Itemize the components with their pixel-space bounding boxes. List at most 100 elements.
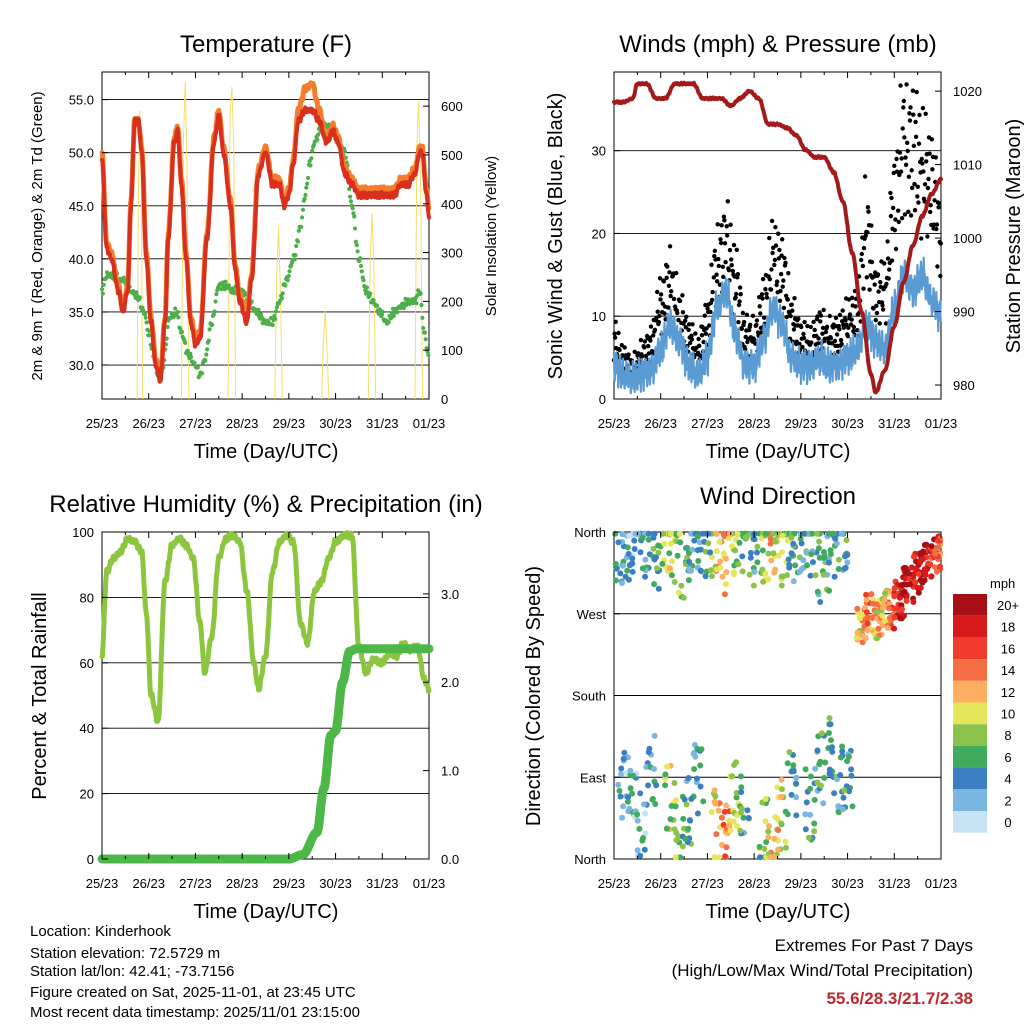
direction-point	[826, 559, 832, 566]
legend-label: 16	[1001, 641, 1015, 656]
gust-point	[805, 323, 810, 329]
x-tick-label: 29/23	[785, 876, 818, 891]
direction-point	[839, 806, 846, 813]
gust-point	[906, 209, 911, 214]
dewpoint-point	[300, 207, 306, 212]
dewpoint-point	[214, 292, 219, 297]
dewpoint-point	[420, 315, 425, 320]
gust-point	[820, 331, 825, 336]
direction-point	[849, 803, 856, 810]
right-tick-label: 2.0	[441, 675, 459, 690]
extremes-values: 55.6/28.3/21.7/2.38	[826, 989, 973, 1008]
gust-point	[843, 318, 848, 323]
gust-point	[750, 313, 756, 318]
gust-point	[821, 307, 826, 313]
legend-label: 0	[1004, 815, 1011, 830]
gust-point	[801, 335, 807, 341]
gust-point	[839, 341, 844, 347]
gust-point	[933, 155, 938, 160]
dewpoint-point	[380, 309, 385, 314]
info-latest: Most recent data timestamp: 2025/11/01 2…	[30, 1004, 360, 1021]
gust-point	[767, 235, 772, 241]
direction-point	[747, 554, 754, 561]
gust-point	[768, 287, 774, 292]
gust-point	[790, 308, 795, 313]
gust-point	[915, 194, 920, 199]
gust-point	[921, 169, 926, 174]
gust-point	[778, 288, 783, 294]
direction-point	[678, 582, 685, 589]
gust-point	[791, 327, 797, 332]
gust-point	[720, 264, 725, 269]
gust-point	[642, 339, 647, 344]
gust-point	[802, 319, 807, 325]
gust-point	[716, 256, 721, 262]
direction-point	[686, 558, 693, 565]
gust-point	[688, 340, 693, 346]
gust-point	[885, 239, 890, 244]
direction-point	[793, 794, 800, 801]
gust-point	[762, 315, 767, 320]
gust-point	[896, 208, 901, 213]
gust-point	[824, 324, 830, 329]
x-tick-label: 25/23	[598, 876, 631, 891]
direction-point	[788, 791, 795, 798]
gust-point	[727, 247, 733, 253]
gust-point	[725, 199, 730, 204]
gust-point	[907, 111, 912, 116]
direction-point	[629, 790, 636, 797]
dewpoint-point	[293, 253, 298, 258]
direction-point	[685, 577, 692, 584]
direction-point	[671, 780, 678, 786]
gust-point	[801, 331, 806, 337]
direction-point	[625, 794, 632, 801]
gust-point	[785, 297, 790, 302]
gust-point	[923, 111, 928, 117]
y-tick-label: 50.0	[69, 146, 94, 161]
y-tick-label: 20	[592, 226, 606, 241]
temperature-y-ticks: 30.0 35.0 40.0 45.0 50.0 55.0	[69, 93, 108, 373]
direction-point	[639, 534, 646, 541]
gust-point	[736, 302, 742, 308]
direction-point	[902, 570, 909, 577]
dewpoint-point	[273, 316, 278, 322]
direction-point	[618, 771, 625, 778]
direction-point	[641, 801, 647, 808]
direction-point	[691, 537, 698, 544]
direction-point	[708, 809, 715, 815]
gust-point	[718, 240, 724, 246]
direction-point	[762, 796, 769, 802]
direction-point	[713, 566, 720, 573]
direction-point	[691, 766, 698, 772]
direction-point	[619, 562, 626, 569]
gust-point	[697, 343, 702, 348]
x-tick-label: 01/23	[925, 416, 958, 431]
direction-point	[669, 558, 676, 565]
dewpoint-point	[355, 249, 360, 254]
direction-point	[705, 540, 712, 547]
direction-point	[915, 571, 922, 577]
gust-point	[902, 135, 907, 140]
direction-point	[774, 816, 781, 822]
gust-point	[897, 172, 902, 178]
gust-point	[883, 321, 889, 326]
y-tick-label: 0	[599, 392, 606, 407]
gust-point	[642, 345, 647, 350]
gust-point	[912, 181, 917, 187]
direction-point	[863, 591, 870, 598]
direction-point	[624, 798, 631, 805]
gust-point	[827, 313, 832, 319]
gust-point	[928, 209, 933, 215]
solar-insolation-line	[274, 228, 283, 400]
gust-point	[612, 331, 617, 336]
direction-point	[667, 540, 674, 547]
dewpoint-point	[183, 340, 188, 345]
direction-point	[664, 763, 671, 770]
dewpoint-point	[101, 282, 106, 287]
direction-point	[864, 627, 871, 634]
gust-point	[834, 332, 840, 337]
speed-color-legend: mph 20+ 18 16 14 12 10 8 6 4 2 0	[953, 576, 1019, 833]
direction-point	[631, 537, 638, 544]
extremes-block: Extremes For Past 7 Days (High/Low/Max W…	[672, 936, 973, 1008]
direction-point	[782, 838, 789, 845]
